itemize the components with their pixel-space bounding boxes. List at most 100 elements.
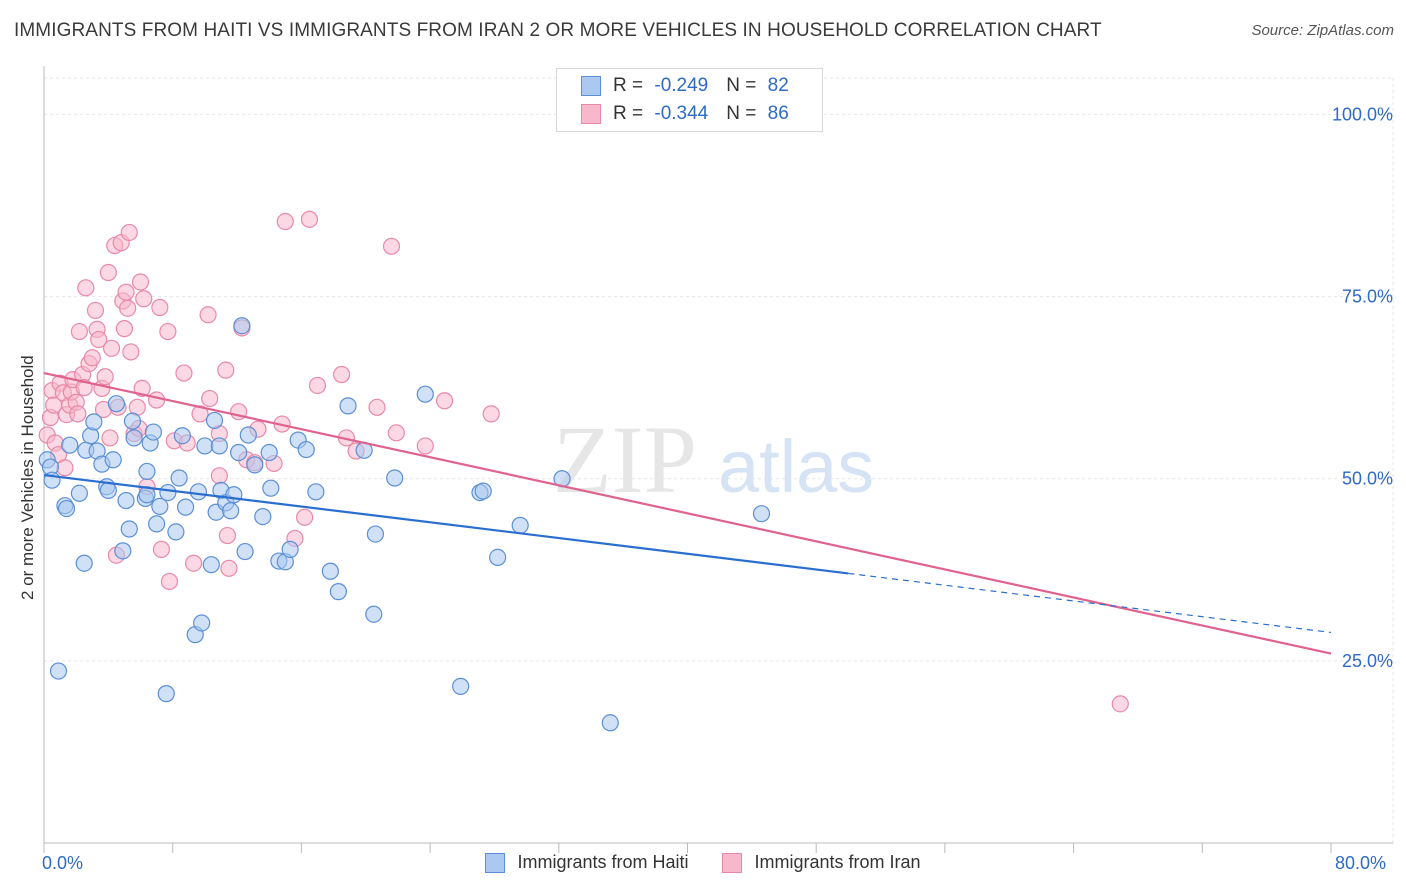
series-swatch-haiti bbox=[485, 852, 506, 873]
haiti-point bbox=[474, 482, 492, 500]
series-legend: Immigrants from Haiti Immigrants from Ir… bbox=[0, 852, 1406, 873]
haiti-point bbox=[386, 469, 404, 487]
haiti-trend-extension bbox=[848, 572, 1332, 634]
haiti-point bbox=[173, 427, 191, 445]
iran-point bbox=[416, 437, 434, 455]
haiti-point bbox=[99, 481, 117, 499]
haiti-point bbox=[167, 523, 185, 541]
iran-point bbox=[115, 320, 134, 338]
iran-point bbox=[122, 343, 140, 361]
y-tick-label: 50.0% bbox=[1342, 469, 1393, 489]
haiti-point bbox=[148, 515, 166, 533]
haiti-point bbox=[157, 685, 175, 703]
iran-point bbox=[191, 405, 209, 423]
series-label-haiti: Immigrants from Haiti bbox=[517, 852, 689, 872]
haiti-point bbox=[452, 677, 470, 695]
iran-point bbox=[368, 398, 386, 416]
iran-point bbox=[133, 379, 151, 397]
haiti-point bbox=[366, 525, 385, 543]
source-credit: Source: ZipAtlas.com bbox=[1251, 22, 1394, 39]
iran-point bbox=[220, 559, 238, 577]
haiti-point bbox=[123, 412, 142, 430]
legend-r-label: R = bbox=[613, 103, 649, 124]
watermark-zip: ZIP bbox=[553, 406, 697, 513]
trend-lines bbox=[43, 371, 1332, 655]
haiti-point bbox=[176, 498, 195, 516]
haiti-point bbox=[57, 499, 76, 518]
iran-point bbox=[300, 210, 319, 228]
grid-lines bbox=[44, 77, 1394, 843]
y-axis-title: 2 or more Vehicles in Household bbox=[18, 355, 37, 600]
haiti-point bbox=[752, 505, 771, 523]
haiti-point bbox=[239, 426, 257, 444]
iran-point bbox=[199, 306, 217, 324]
haiti-point bbox=[210, 437, 228, 455]
haiti-point bbox=[236, 542, 254, 561]
iran-point bbox=[175, 364, 193, 382]
haiti-point bbox=[107, 395, 125, 413]
y-tick-label: 75.0% bbox=[1342, 287, 1393, 307]
haiti-point bbox=[281, 540, 299, 558]
legend-row-iran: R = -0.344 N = 86 bbox=[581, 101, 789, 127]
iran-point bbox=[160, 572, 179, 591]
haiti-point bbox=[307, 483, 325, 501]
haiti-point bbox=[262, 479, 280, 497]
iran-point bbox=[218, 526, 236, 545]
series-legend-iran: Immigrants from Iran bbox=[722, 852, 921, 873]
haiti-point bbox=[329, 583, 348, 601]
haiti-point bbox=[205, 411, 224, 430]
iran-point bbox=[70, 322, 88, 341]
iran-point bbox=[119, 299, 137, 317]
iran-point bbox=[1111, 695, 1129, 713]
legend-r-value: -0.249 bbox=[654, 75, 709, 96]
iran-point bbox=[96, 368, 114, 386]
iran-point bbox=[77, 279, 95, 297]
haiti-point bbox=[222, 502, 240, 520]
haiti-point bbox=[225, 486, 243, 504]
haiti-point bbox=[70, 484, 88, 502]
haiti-point bbox=[75, 554, 93, 572]
series-swatch-iran bbox=[722, 852, 743, 873]
iran-point bbox=[135, 290, 153, 308]
haiti-point bbox=[202, 556, 220, 574]
haiti-point bbox=[260, 443, 278, 462]
legend-r-value: -0.344 bbox=[654, 103, 709, 124]
haiti-point bbox=[416, 385, 434, 403]
legend-swatch-iran bbox=[581, 104, 601, 124]
iran-point bbox=[308, 376, 327, 395]
haiti-point bbox=[104, 451, 122, 469]
iran-point bbox=[159, 322, 177, 341]
y-tick-labels: 25.0% 50.0% 75.0% 100.0% bbox=[1332, 104, 1393, 670]
iran-point bbox=[185, 554, 203, 572]
legend-row-haiti: R = -0.249 N = 82 bbox=[581, 73, 789, 99]
legend-n-label: N = bbox=[726, 103, 762, 124]
haiti-point bbox=[151, 497, 169, 515]
haiti-point bbox=[365, 605, 383, 623]
iran-point bbox=[99, 263, 117, 282]
haiti-point bbox=[120, 520, 138, 538]
iran-point bbox=[435, 392, 454, 410]
haiti-point bbox=[297, 440, 315, 459]
haiti-point bbox=[125, 429, 143, 447]
watermark: ZIP atlas bbox=[553, 406, 874, 513]
series-label-iran: Immigrants from Iran bbox=[754, 852, 921, 872]
iran-point bbox=[56, 459, 74, 477]
iran-point bbox=[120, 223, 138, 242]
y-tick-label: 25.0% bbox=[1342, 651, 1393, 671]
iran-point bbox=[69, 405, 87, 423]
iran-trend-line bbox=[43, 371, 1332, 655]
legend-r-label: R = bbox=[613, 75, 649, 96]
iran-point bbox=[117, 283, 135, 301]
iran-point bbox=[131, 273, 150, 291]
iran-point bbox=[151, 298, 169, 317]
haiti-point bbox=[511, 516, 529, 534]
haiti-point bbox=[117, 491, 135, 510]
iran-point bbox=[387, 424, 405, 442]
iran-point bbox=[482, 405, 500, 423]
haiti-point bbox=[233, 317, 251, 335]
iran-point bbox=[217, 361, 235, 379]
legend-n-label: N = bbox=[726, 75, 762, 96]
legend-n-value: 86 bbox=[767, 103, 789, 124]
iran-point bbox=[101, 429, 119, 447]
